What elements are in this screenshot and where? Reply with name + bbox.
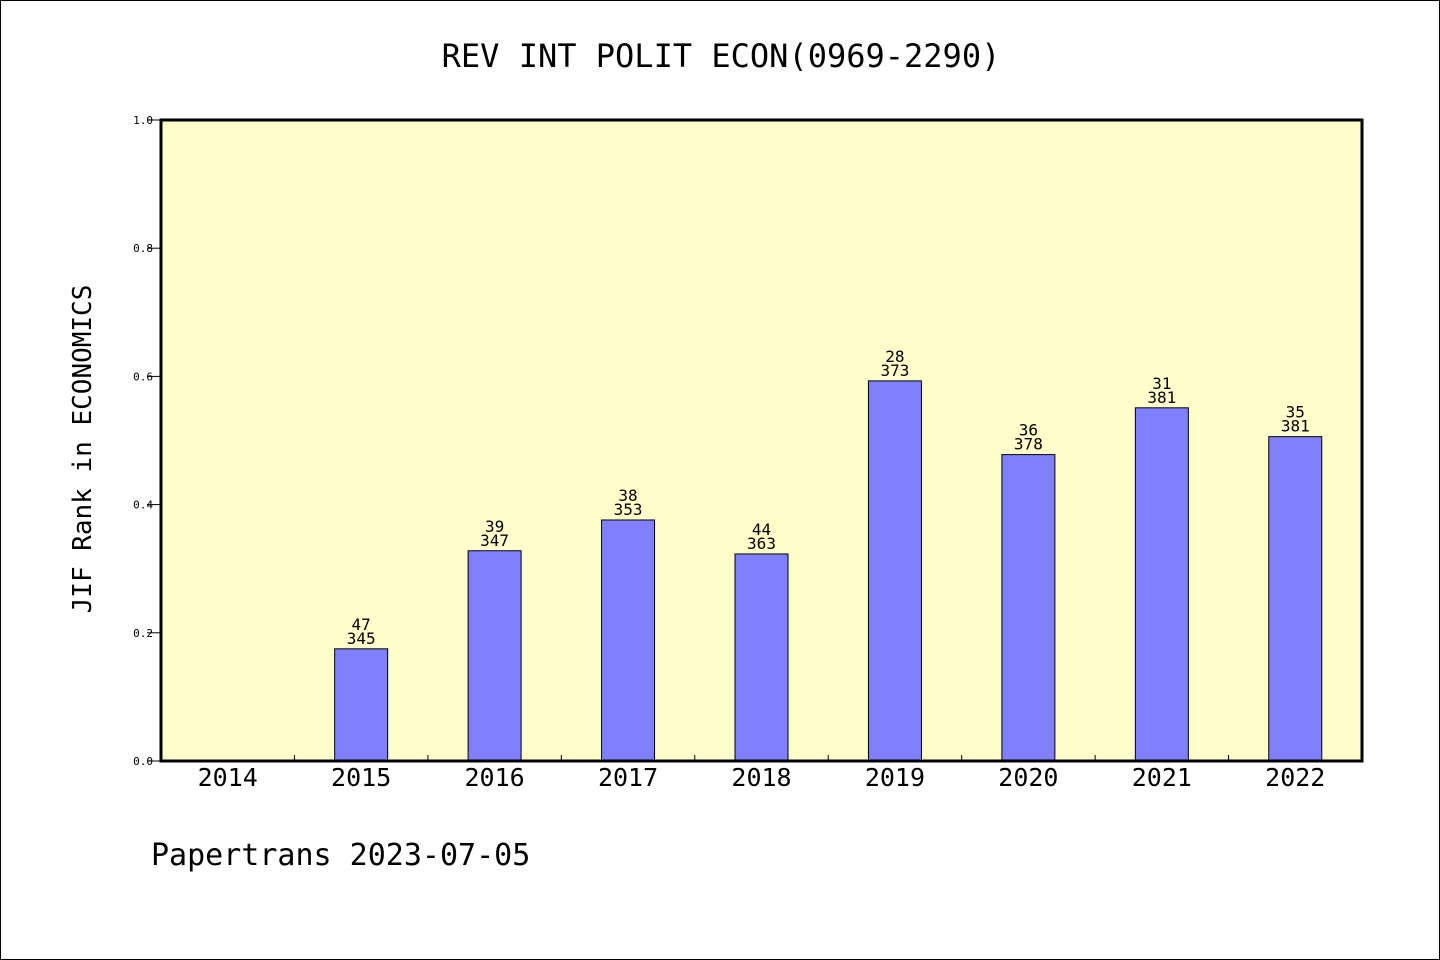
bar-total-label: 378: [1014, 435, 1043, 454]
x-tick-label: 2017: [598, 763, 658, 792]
bar-rank-label: 36: [1019, 421, 1038, 440]
bar-rank-label: 38: [618, 486, 637, 505]
x-tick-label: 2018: [731, 763, 791, 792]
y-axis-label: JIF Rank in ECONOMICS: [68, 285, 98, 614]
bar-total-label: 345: [347, 629, 376, 648]
y-tick-label: 0.4: [133, 499, 153, 512]
bar: [734, 553, 789, 762]
bar: [334, 648, 389, 762]
chart-title: REV INT POLIT ECON(0969-2290): [442, 37, 1001, 75]
x-tick-label: 2016: [465, 763, 525, 792]
bar-total-label: 353: [614, 500, 643, 519]
bar: [1134, 407, 1189, 762]
y-tick-label: 1.0: [133, 114, 153, 127]
bar-rank-label: 39: [485, 517, 504, 536]
bar-rank-label: 35: [1286, 403, 1305, 422]
x-tick-label: 2019: [865, 763, 925, 792]
bar-rank-label: 31: [1152, 374, 1171, 393]
x-tick-label: 2015: [331, 763, 391, 792]
bar-total-label: 373: [880, 361, 909, 380]
bar: [601, 519, 656, 762]
bar-rank-label: 28: [885, 347, 904, 366]
plot-border: [159, 118, 1364, 763]
bar: [867, 380, 922, 762]
bars-group: [334, 380, 1323, 762]
bar: [1268, 436, 1323, 762]
x-tick-label: 2021: [1132, 763, 1192, 792]
x-tick-label: 2014: [198, 763, 258, 792]
bar-rank-label: 47: [352, 615, 371, 634]
x-tick-label: 2020: [998, 763, 1058, 792]
bar-total-label: 381: [1147, 388, 1176, 407]
x-tick-label: 2022: [1265, 763, 1325, 792]
bar: [1001, 454, 1056, 762]
bar-rank-label: 44: [752, 520, 771, 539]
y-tick-label: 0.6: [133, 370, 153, 383]
axis-ticks-group: 0.0 0.2 0.4 0.6 0.8 1.0 2014 2015 2016 2017 2018 20…: [133, 114, 1325, 792]
bar: [467, 550, 522, 762]
bar-total-label: 381: [1281, 417, 1310, 436]
footer-credit: Papertrans 2023-07-05: [151, 838, 530, 873]
bar-total-label: 347: [480, 531, 509, 550]
y-tick-label: 0.0: [133, 755, 153, 768]
y-tick-label: 0.8: [133, 242, 153, 255]
bar-total-label: 363: [747, 534, 776, 553]
y-tick-label: 0.2: [133, 627, 153, 640]
